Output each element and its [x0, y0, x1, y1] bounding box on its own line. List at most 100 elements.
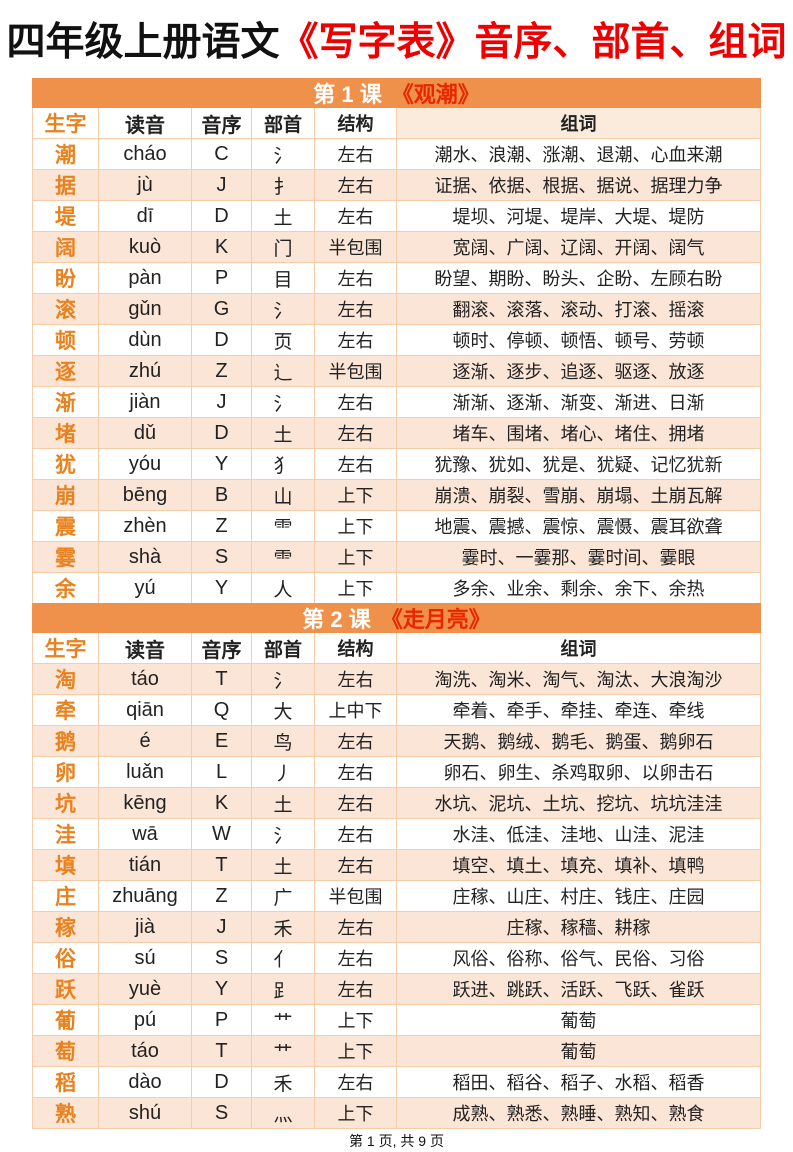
- vocab-row: 渐 jiàn J 氵左右 渐渐、逐渐、渐变、渐进、日渐: [33, 386, 760, 417]
- vocab-row: 跃 yuè Y ⻊左右 跃进、跳跃、活跃、飞跃、雀跃: [33, 973, 760, 1004]
- column-header-char: 生字: [33, 108, 99, 138]
- pinyin-cell: jià: [99, 912, 192, 942]
- initial-cell: Z: [192, 881, 252, 911]
- column-header-initial: 音序: [192, 108, 252, 138]
- initial-cell: D: [192, 1067, 252, 1097]
- words-cell: 填空、填土、填充、填补、填鸭: [397, 850, 760, 880]
- vocab-row: 熟 shú S 灬上下 成熟、熟悉、熟睡、熟知、熟食: [33, 1097, 760, 1128]
- pinyin-cell: yú: [99, 573, 192, 603]
- initial-cell: T: [192, 1036, 252, 1066]
- radical-cell: 土: [252, 850, 315, 880]
- vocab-row: 葡 pú P 艹上下 葡萄: [33, 1004, 760, 1035]
- pinyin-cell: jù: [99, 170, 192, 200]
- char-cell: 葡: [33, 1005, 99, 1035]
- radical-cell: 亻: [252, 943, 315, 973]
- initial-cell: T: [192, 850, 252, 880]
- initial-cell: K: [192, 788, 252, 818]
- char-cell: 庄: [33, 881, 99, 911]
- structure-cell: 左右: [315, 170, 397, 200]
- words-cell: 葡萄: [397, 1036, 760, 1066]
- words-cell: 牵着、牵手、牵挂、牵连、牵线: [397, 695, 760, 725]
- vocab-row: 庄 zhuāng Z 广半包围 庄稼、山庄、村庄、钱庄、庄园: [33, 880, 760, 911]
- initial-cell: G: [192, 294, 252, 324]
- words-cell: 稻田、稻谷、稻子、水稻、稻香: [397, 1067, 760, 1097]
- char-cell: 淘: [33, 664, 99, 694]
- radical-cell: ⻊: [252, 974, 315, 1004]
- pinyin-cell: zhuāng: [99, 881, 192, 911]
- section-header: 第 1 课《观潮》: [32, 78, 761, 108]
- pinyin-cell: gǔn: [99, 294, 192, 324]
- words-cell: 多余、业余、剩余、余下、余热: [397, 573, 760, 603]
- lesson-label: 第 1 课: [313, 82, 382, 107]
- pinyin-cell: táo: [99, 664, 192, 694]
- structure-cell: 左右: [315, 974, 397, 1004]
- structure-cell: 左右: [315, 387, 397, 417]
- pinyin-cell: yuè: [99, 974, 192, 1004]
- structure-cell: 半包围: [315, 881, 397, 911]
- column-header-pinyin: 读音: [99, 633, 192, 663]
- pinyin-cell: é: [99, 726, 192, 756]
- structure-cell: 左右: [315, 912, 397, 942]
- words-cell: 水洼、低洼、洼地、山洼、泥洼: [397, 819, 760, 849]
- initial-cell: W: [192, 819, 252, 849]
- words-cell: 逐渐、逐步、追逐、驱逐、放逐: [397, 356, 760, 386]
- pinyin-cell: qiān: [99, 695, 192, 725]
- radical-cell: 人: [252, 573, 315, 603]
- words-cell: 风俗、俗称、俗气、民俗、习俗: [397, 943, 760, 973]
- page-title-red: 《写字表》音序、部首、组词: [279, 21, 787, 64]
- page-title: 四年级上册语文 《写字表》音序、部首、组词: [0, 0, 793, 78]
- char-cell: 渐: [33, 387, 99, 417]
- char-cell: 洼: [33, 819, 99, 849]
- char-cell: 俗: [33, 943, 99, 973]
- char-cell: 萄: [33, 1036, 99, 1066]
- vocab-row: 崩 bēng B 山上下 崩溃、崩裂、雪崩、崩塌、土崩瓦解: [33, 479, 760, 510]
- initial-cell: D: [192, 201, 252, 231]
- initial-cell: D: [192, 325, 252, 355]
- structure-cell: 左右: [315, 664, 397, 694]
- pinyin-cell: pàn: [99, 263, 192, 293]
- words-cell: 庄稼、山庄、村庄、钱庄、庄园: [397, 881, 760, 911]
- radical-cell: 艹: [252, 1036, 315, 1066]
- char-cell: 坑: [33, 788, 99, 818]
- radical-cell: ⻗: [252, 511, 315, 541]
- char-cell: 填: [33, 850, 99, 880]
- column-header-row: 生字 读音 音序 部首 结构 组词: [33, 108, 760, 138]
- char-cell: 顿: [33, 325, 99, 355]
- pinyin-cell: dào: [99, 1067, 192, 1097]
- initial-cell: T: [192, 664, 252, 694]
- pinyin-cell: dī: [99, 201, 192, 231]
- pinyin-cell: jiàn: [99, 387, 192, 417]
- radical-cell: 禾: [252, 912, 315, 942]
- vocab-row: 萄 táo T 艹上下 葡萄: [33, 1035, 760, 1066]
- words-cell: 庄稼、稼穑、耕稼: [397, 912, 760, 942]
- initial-cell: K: [192, 232, 252, 262]
- words-cell: 证据、依据、根据、据说、据理力争: [397, 170, 760, 200]
- column-header-words: 组词: [397, 108, 760, 138]
- char-cell: 潮: [33, 139, 99, 169]
- vocab-row: 潮 cháo C 氵左右 潮水、浪潮、涨潮、退潮、心血来潮: [33, 138, 760, 169]
- radical-cell: 山: [252, 480, 315, 510]
- pinyin-cell: yóu: [99, 449, 192, 479]
- radical-cell: 艹: [252, 1005, 315, 1035]
- initial-cell: Z: [192, 511, 252, 541]
- page-number: 第 1 页, 共 9 页: [349, 1133, 444, 1149]
- column-header-structure: 结构: [315, 633, 397, 663]
- pinyin-cell: cháo: [99, 139, 192, 169]
- radical-cell: 氵: [252, 294, 315, 324]
- char-cell: 稼: [33, 912, 99, 942]
- column-header-words: 组词: [397, 633, 760, 663]
- words-cell: 霎时、一霎那、霎时间、霎眼: [397, 542, 760, 572]
- radical-cell: 氵: [252, 139, 315, 169]
- pinyin-cell: dǔ: [99, 418, 192, 448]
- words-cell: 潮水、浪潮、涨潮、退潮、心血来潮: [397, 139, 760, 169]
- pinyin-cell: sú: [99, 943, 192, 973]
- pinyin-cell: shà: [99, 542, 192, 572]
- structure-cell: 上下: [315, 542, 397, 572]
- vocab-row: 顿 dùn D 页左右 顿时、停顿、顿悟、顿号、劳顿: [33, 324, 760, 355]
- vocab-row: 稻 dào D 禾左右 稻田、稻谷、稻子、水稻、稻香: [33, 1066, 760, 1097]
- pinyin-cell: zhú: [99, 356, 192, 386]
- words-cell: 盼望、期盼、盼头、企盼、左顾右盼: [397, 263, 760, 293]
- char-cell: 逐: [33, 356, 99, 386]
- vocab-row: 堤 dī D 土左右 堤坝、河堤、堤岸、大堤、堤防: [33, 200, 760, 231]
- vocab-row: 余 yú Y 人上下 多余、业余、剩余、余下、余热: [33, 572, 760, 603]
